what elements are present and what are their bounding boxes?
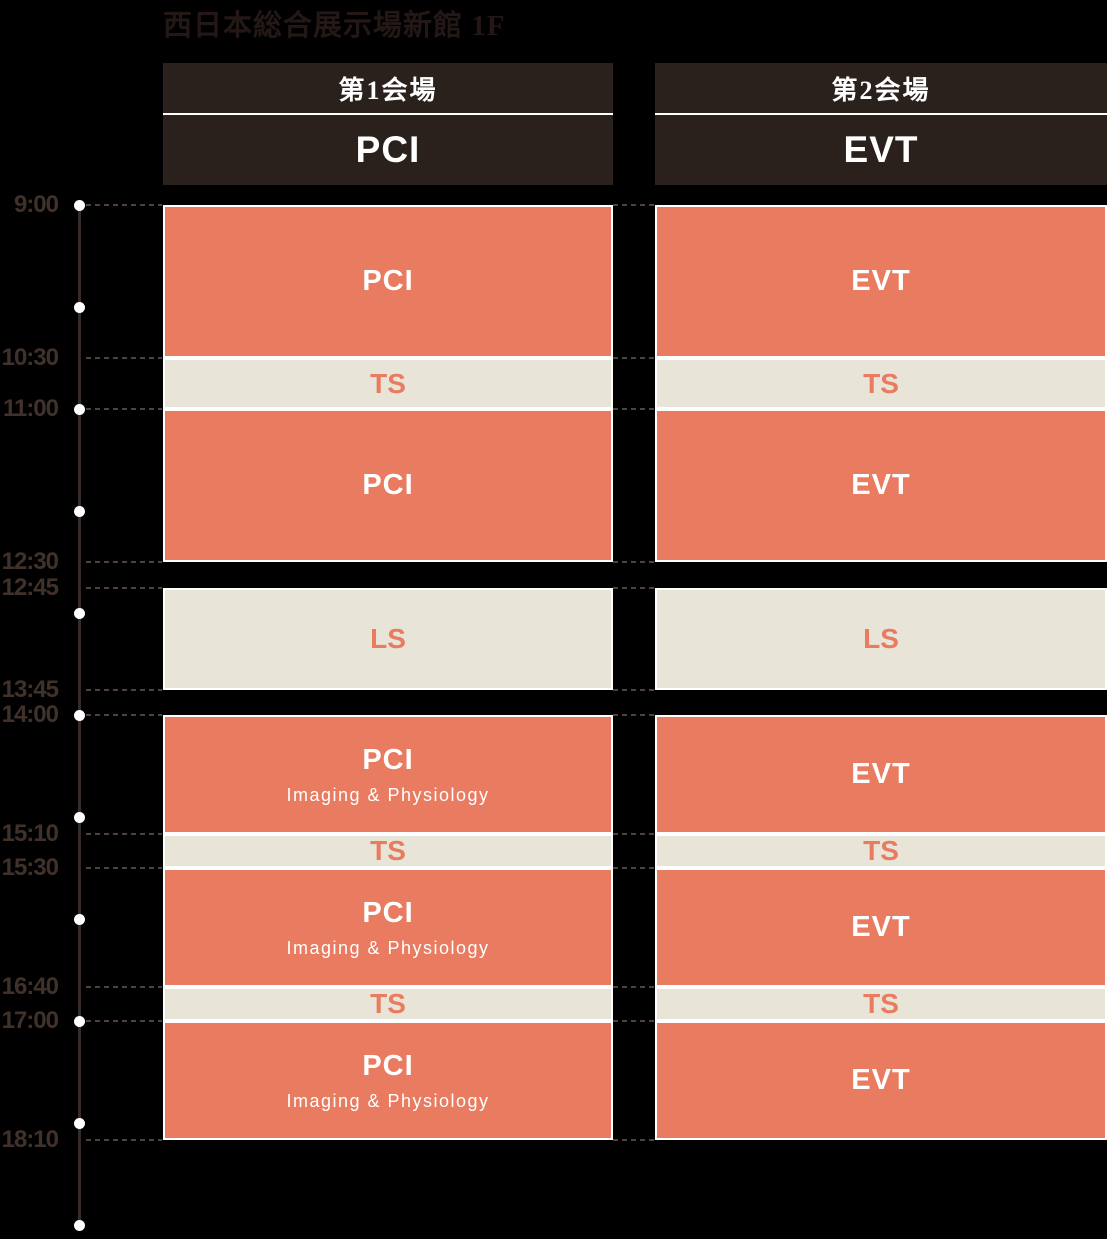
session-label: PCI bbox=[362, 265, 414, 297]
venue2-category: EVT bbox=[843, 129, 919, 170]
session-block: EVT bbox=[655, 409, 1107, 562]
session-label: LS bbox=[863, 623, 899, 654]
session-block: TS bbox=[655, 834, 1107, 868]
session-label: EVT bbox=[851, 911, 911, 943]
time-dash-left bbox=[86, 357, 162, 359]
time-dash-left bbox=[86, 587, 162, 589]
time-dash-left bbox=[86, 1020, 162, 1022]
session-sublabel: Imaging & Physiology bbox=[286, 784, 490, 805]
timeline-dot bbox=[74, 1118, 85, 1129]
time-dash-gap bbox=[613, 833, 655, 835]
session-label: TS bbox=[370, 835, 406, 866]
session-label: EVT bbox=[851, 265, 911, 297]
session-label: PCI bbox=[362, 896, 414, 929]
venue1-name: 第1会場 bbox=[338, 75, 438, 105]
time-dash-left bbox=[86, 689, 162, 691]
session-sublabel: Imaging & Physiology bbox=[286, 1090, 490, 1111]
session-label: PCI bbox=[362, 743, 414, 776]
timeline-dot bbox=[74, 914, 85, 925]
time-dash-gap bbox=[613, 408, 655, 410]
timeline-dot bbox=[74, 1220, 85, 1231]
session-label: EVT bbox=[851, 1064, 911, 1096]
session-sublabel: Imaging & Physiology bbox=[286, 937, 490, 958]
time-dash-gap bbox=[613, 689, 655, 691]
timeline-dot bbox=[74, 302, 85, 313]
time-label: 11:00 bbox=[2, 395, 59, 422]
time-dash-gap bbox=[613, 357, 655, 359]
session-label: LS bbox=[370, 623, 406, 654]
timeline-dot bbox=[74, 1016, 85, 1027]
time-dash-left bbox=[86, 1139, 162, 1141]
timeline-dot bbox=[74, 200, 85, 211]
session-label: EVT bbox=[851, 469, 911, 501]
page-title: 西日本総合展示場新館 1F bbox=[163, 10, 506, 42]
time-dash-gap bbox=[613, 204, 655, 206]
time-label: 15:10 bbox=[1, 820, 59, 847]
time-dash-left bbox=[86, 867, 162, 869]
time-label: 17:00 bbox=[1, 1007, 59, 1034]
session-block: LS bbox=[163, 588, 613, 690]
session-block: EVT bbox=[655, 205, 1107, 358]
session-label: TS bbox=[863, 835, 899, 866]
time-dash-left bbox=[86, 833, 162, 835]
header-separator bbox=[163, 113, 613, 115]
time-label: 12:45 bbox=[1, 574, 59, 601]
session-block: PCI bbox=[163, 409, 613, 562]
venue2-name: 第2会場 bbox=[831, 75, 931, 105]
timeline-dot bbox=[74, 710, 85, 721]
venue2-header: 第2会場 EVT bbox=[655, 63, 1107, 185]
session-label: TS bbox=[370, 988, 406, 1019]
time-dash-left bbox=[86, 204, 162, 206]
session-block: PCI Imaging & Physiology bbox=[163, 868, 613, 987]
session-block: TS bbox=[163, 834, 613, 868]
session-block: PCI Imaging & Physiology bbox=[163, 1021, 613, 1140]
time-label: 12:30 bbox=[1, 548, 59, 575]
time-dash-gap bbox=[613, 561, 655, 563]
time-label: 14:00 bbox=[1, 701, 59, 728]
time-label: 15:30 bbox=[1, 854, 59, 881]
session-block: PCI Imaging & Physiology bbox=[163, 715, 613, 834]
time-label: 13:45 bbox=[1, 676, 59, 703]
time-label: 10:30 bbox=[1, 344, 59, 371]
venue1-category: PCI bbox=[355, 129, 421, 170]
time-dash-left bbox=[86, 561, 162, 563]
session-block: TS bbox=[655, 358, 1107, 409]
session-label: TS bbox=[370, 367, 406, 399]
timeline-dot bbox=[74, 404, 85, 415]
time-dash-gap bbox=[613, 1139, 655, 1141]
time-dash-gap bbox=[613, 1020, 655, 1022]
timeline-dot bbox=[74, 608, 85, 619]
venue1-header: 第1会場 PCI bbox=[163, 63, 613, 185]
session-block: TS bbox=[655, 987, 1107, 1021]
time-dash-left bbox=[86, 986, 162, 988]
time-label: 18:10 bbox=[1, 1126, 59, 1153]
time-dash-gap bbox=[613, 867, 655, 869]
time-dash-gap bbox=[613, 986, 655, 988]
time-dash-left bbox=[86, 714, 162, 716]
time-dash-gap bbox=[613, 714, 655, 716]
session-block: TS bbox=[163, 358, 613, 409]
timeline-dot bbox=[74, 812, 85, 823]
session-label: TS bbox=[863, 367, 899, 399]
timeline-dot bbox=[74, 506, 85, 517]
session-label: PCI bbox=[362, 1049, 414, 1082]
header-separator bbox=[655, 113, 1107, 115]
session-label: EVT bbox=[851, 758, 911, 790]
session-block: TS bbox=[163, 987, 613, 1021]
session-block: PCI bbox=[163, 205, 613, 358]
time-label: 9:00 bbox=[13, 191, 59, 218]
session-block: EVT bbox=[655, 1021, 1107, 1140]
session-label: TS bbox=[863, 988, 899, 1019]
time-dash-gap bbox=[613, 587, 655, 589]
session-block: LS bbox=[655, 588, 1107, 690]
time-dash-left bbox=[86, 408, 162, 410]
time-label: 16:40 bbox=[1, 973, 59, 1000]
session-block: EVT bbox=[655, 715, 1107, 834]
session-label: PCI bbox=[362, 469, 414, 501]
session-block: EVT bbox=[655, 868, 1107, 987]
